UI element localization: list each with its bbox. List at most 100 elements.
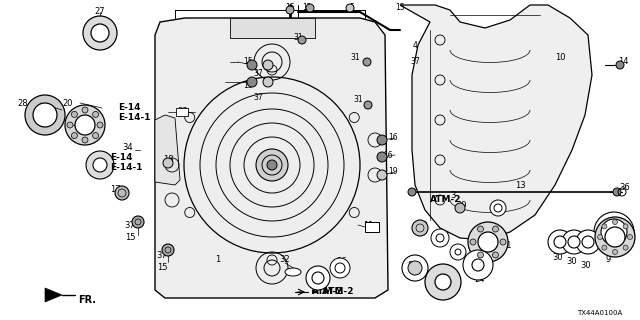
Text: 11: 11 [363, 220, 373, 229]
Text: 15: 15 [243, 58, 253, 67]
Text: 25: 25 [493, 201, 503, 210]
Text: 5: 5 [349, 4, 355, 12]
Circle shape [500, 239, 506, 245]
Text: 12: 12 [302, 4, 312, 12]
Text: 22: 22 [418, 220, 428, 229]
Circle shape [595, 217, 635, 257]
Circle shape [247, 60, 257, 70]
Circle shape [364, 101, 372, 109]
Circle shape [72, 132, 77, 139]
Circle shape [82, 137, 88, 143]
Text: 15: 15 [125, 234, 135, 243]
Text: 15: 15 [285, 4, 295, 12]
Text: 14: 14 [618, 58, 628, 67]
Circle shape [455, 203, 465, 213]
Circle shape [431, 229, 449, 247]
Circle shape [83, 16, 117, 50]
Circle shape [576, 230, 600, 254]
Text: 16: 16 [383, 150, 393, 159]
Text: E-14-1: E-14-1 [110, 164, 143, 172]
Circle shape [412, 220, 428, 236]
Text: 27: 27 [95, 7, 106, 17]
Circle shape [93, 132, 99, 139]
Polygon shape [400, 5, 592, 240]
Text: 3: 3 [451, 190, 456, 199]
Circle shape [490, 200, 506, 216]
Circle shape [82, 107, 88, 113]
Text: 15: 15 [157, 263, 167, 273]
Circle shape [477, 226, 483, 232]
Circle shape [548, 230, 572, 254]
Text: 31: 31 [350, 53, 360, 62]
Circle shape [408, 188, 416, 196]
Text: 4: 4 [413, 41, 417, 50]
Circle shape [455, 249, 461, 255]
Circle shape [93, 158, 107, 172]
Circle shape [162, 244, 174, 256]
Text: ATM-2: ATM-2 [430, 196, 461, 204]
Text: 8: 8 [407, 260, 413, 269]
Circle shape [132, 216, 144, 228]
Circle shape [613, 188, 621, 196]
Bar [365, 222, 379, 232]
Text: ► ATM-2: ► ATM-2 [312, 287, 353, 297]
Text: TX44A0100A: TX44A0100A [577, 310, 623, 316]
Text: 20: 20 [63, 99, 73, 108]
Text: 19: 19 [388, 167, 398, 177]
Circle shape [472, 259, 484, 271]
Text: 1: 1 [216, 255, 221, 265]
Text: E-14: E-14 [118, 103, 141, 113]
Circle shape [470, 239, 476, 245]
Text: 30: 30 [566, 258, 577, 267]
Circle shape [72, 111, 77, 117]
Circle shape [335, 263, 345, 273]
Circle shape [493, 226, 499, 232]
Circle shape [312, 272, 324, 284]
Text: 15: 15 [243, 82, 253, 91]
Text: E-14-1: E-14-1 [118, 114, 150, 123]
Text: E-14: E-14 [110, 154, 132, 163]
Text: 37: 37 [253, 69, 263, 78]
Circle shape [435, 274, 451, 290]
Circle shape [602, 224, 607, 229]
Circle shape [612, 250, 618, 254]
Text: 32: 32 [280, 255, 291, 265]
Circle shape [408, 261, 422, 275]
Circle shape [263, 60, 273, 70]
Bar [230, 18, 315, 38]
Circle shape [616, 61, 624, 69]
Circle shape [86, 151, 114, 179]
Text: 21: 21 [502, 241, 512, 250]
Circle shape [477, 252, 483, 258]
Text: 18: 18 [163, 156, 173, 164]
Text: 30: 30 [553, 253, 563, 262]
Circle shape [598, 235, 602, 239]
Text: 34: 34 [123, 143, 133, 153]
Circle shape [306, 4, 314, 12]
Circle shape [623, 245, 628, 250]
Circle shape [568, 236, 580, 248]
Bar [176, 108, 188, 116]
Text: 35: 35 [452, 245, 463, 254]
Text: 29: 29 [457, 201, 467, 210]
Circle shape [377, 152, 387, 162]
Circle shape [605, 227, 625, 247]
Circle shape [562, 230, 586, 254]
Circle shape [436, 234, 444, 242]
Text: 37: 37 [253, 93, 263, 102]
Text: 7: 7 [440, 293, 445, 302]
Circle shape [256, 149, 288, 181]
Text: 15: 15 [395, 4, 405, 12]
Circle shape [468, 222, 508, 262]
Polygon shape [155, 115, 180, 185]
Circle shape [286, 6, 294, 14]
Circle shape [425, 264, 461, 300]
Circle shape [377, 135, 387, 145]
Text: 2: 2 [437, 230, 443, 239]
Circle shape [554, 236, 566, 248]
Circle shape [450, 244, 466, 260]
Circle shape [306, 266, 330, 290]
Circle shape [267, 160, 277, 170]
Circle shape [377, 170, 387, 180]
Circle shape [601, 219, 627, 245]
